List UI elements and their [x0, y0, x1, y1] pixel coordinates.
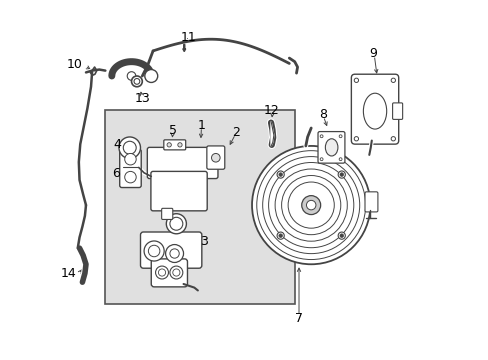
Circle shape — [301, 195, 320, 215]
FancyBboxPatch shape — [120, 149, 141, 188]
Circle shape — [166, 214, 186, 234]
Circle shape — [167, 143, 171, 147]
Circle shape — [278, 173, 282, 176]
Circle shape — [353, 78, 358, 82]
Circle shape — [338, 171, 345, 178]
Text: 1: 1 — [197, 119, 205, 132]
Text: 6: 6 — [112, 167, 120, 180]
FancyBboxPatch shape — [105, 110, 295, 304]
Circle shape — [338, 232, 345, 239]
FancyBboxPatch shape — [163, 140, 185, 150]
Circle shape — [251, 146, 369, 264]
Circle shape — [320, 135, 323, 138]
Circle shape — [339, 234, 343, 238]
Circle shape — [158, 269, 165, 276]
Circle shape — [169, 266, 183, 279]
Circle shape — [390, 136, 395, 141]
Circle shape — [275, 169, 346, 241]
Circle shape — [144, 241, 164, 261]
FancyArrow shape — [183, 44, 185, 51]
Text: 5: 5 — [168, 124, 177, 138]
Circle shape — [306, 201, 315, 210]
FancyBboxPatch shape — [206, 146, 224, 169]
Circle shape — [169, 217, 183, 230]
Ellipse shape — [363, 93, 386, 129]
Text: 7: 7 — [294, 311, 303, 325]
Circle shape — [144, 69, 158, 82]
FancyBboxPatch shape — [162, 208, 172, 220]
Circle shape — [124, 171, 136, 183]
Circle shape — [277, 171, 284, 178]
Circle shape — [148, 245, 160, 257]
Ellipse shape — [325, 139, 337, 156]
Text: 4: 4 — [113, 138, 121, 151]
Circle shape — [339, 158, 341, 161]
Circle shape — [169, 249, 179, 258]
FancyBboxPatch shape — [317, 132, 344, 163]
FancyBboxPatch shape — [392, 103, 402, 120]
Circle shape — [256, 151, 365, 260]
FancyBboxPatch shape — [147, 147, 218, 179]
Text: 13: 13 — [134, 92, 150, 105]
Circle shape — [268, 162, 353, 248]
Circle shape — [339, 173, 343, 176]
Circle shape — [119, 137, 140, 158]
Circle shape — [262, 157, 359, 254]
Circle shape — [165, 244, 183, 262]
Circle shape — [127, 72, 136, 80]
Text: 8: 8 — [318, 108, 326, 121]
Text: 9: 9 — [369, 46, 377, 59]
Polygon shape — [270, 121, 273, 146]
Circle shape — [278, 234, 282, 238]
Circle shape — [172, 269, 180, 276]
Circle shape — [390, 78, 395, 82]
Circle shape — [123, 141, 136, 154]
Circle shape — [178, 143, 182, 147]
Circle shape — [287, 182, 334, 228]
FancyBboxPatch shape — [151, 171, 207, 211]
Circle shape — [281, 176, 340, 235]
Text: 11: 11 — [180, 31, 196, 44]
Circle shape — [277, 232, 284, 239]
Circle shape — [155, 266, 168, 279]
Circle shape — [353, 136, 358, 141]
FancyBboxPatch shape — [351, 74, 398, 144]
Circle shape — [134, 78, 140, 84]
Circle shape — [320, 158, 323, 161]
FancyBboxPatch shape — [151, 259, 187, 287]
Circle shape — [211, 153, 220, 162]
Text: 14: 14 — [61, 267, 77, 280]
FancyBboxPatch shape — [140, 232, 202, 268]
FancyBboxPatch shape — [364, 192, 377, 212]
Circle shape — [339, 135, 341, 138]
Text: 2: 2 — [231, 126, 239, 139]
Circle shape — [124, 153, 136, 165]
Circle shape — [131, 76, 142, 87]
Text: 10: 10 — [67, 58, 82, 71]
Text: 12: 12 — [264, 104, 279, 117]
Text: 3: 3 — [199, 235, 207, 248]
